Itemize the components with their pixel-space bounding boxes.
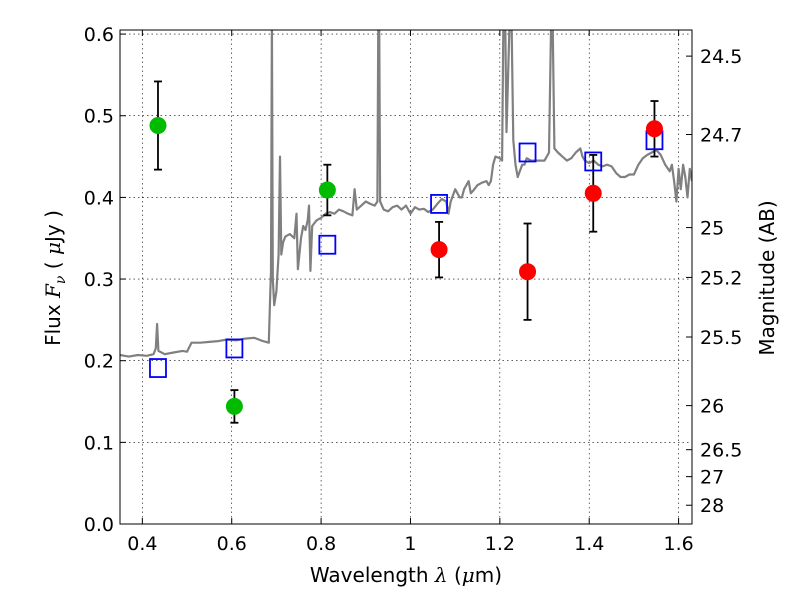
magnitude-tick-label: 24.7 xyxy=(700,125,742,147)
y-axis-label-prefix: Flux xyxy=(41,298,65,346)
x-tick-label: 0.6 xyxy=(217,533,247,555)
magnitude-tick-label: 25 xyxy=(700,218,724,240)
magnitude-tick-label: 26.5 xyxy=(700,440,742,462)
x-tick-label: 1.4 xyxy=(574,533,604,555)
model-square-marker xyxy=(318,234,337,255)
x-axis-label-unit-mu: μ xyxy=(462,563,475,587)
y-axis-label-unit-mu: μ xyxy=(41,242,65,255)
x-axis-label-suffix: ( xyxy=(448,563,462,587)
x-axis-label-symbol: λ xyxy=(434,563,448,587)
magnitude-tick-label: 24.5 xyxy=(700,46,742,68)
grid-lines xyxy=(120,30,692,524)
x-axis-label-unit-tail: m) xyxy=(475,563,502,587)
magnitude-tick-label: 26 xyxy=(700,396,724,418)
data-point xyxy=(149,117,167,135)
axis-ticks: 0.4 0.6 0.8 1 1.2 1.4 1.6 0.0 0.1 0.2 0.3 0.4 0.5 0.6… xyxy=(84,24,743,555)
x-axis-label-prefix: Wavelength xyxy=(310,563,435,587)
spectrum-line xyxy=(120,30,692,358)
spectrum-series xyxy=(120,30,692,358)
model-square-marker xyxy=(430,194,448,214)
magnitude-tick-label: 27 xyxy=(700,467,724,489)
x-axis-label: Wavelength λ (μm) xyxy=(310,563,502,587)
x-tick-label: 0.8 xyxy=(306,533,336,555)
magnitude-tick-label: 28 xyxy=(700,495,724,517)
model-square-marker xyxy=(584,151,603,172)
data-point xyxy=(430,241,448,259)
y-tick-label: 0.0 xyxy=(84,514,114,536)
data-point xyxy=(584,184,602,202)
y-tick-label: 0.1 xyxy=(84,432,114,454)
square-marker-group xyxy=(149,130,664,378)
x-tick-label: 1.2 xyxy=(485,533,515,555)
y-axis-label-unit-tail: Jy ) xyxy=(41,210,65,244)
y-tick-label: 0.5 xyxy=(84,106,114,128)
data-point xyxy=(519,263,537,281)
y-axis-label-mid: ( xyxy=(41,255,65,276)
data-point xyxy=(318,181,336,199)
secondary-y-axis-label: Magnitude (AB) xyxy=(755,200,779,355)
x-tick-label: 1 xyxy=(404,533,416,555)
x-tick-label: 1.6 xyxy=(663,533,693,555)
y-tick-label: 0.2 xyxy=(84,351,114,373)
plot-frame xyxy=(119,29,693,525)
y-tick-label: 0.3 xyxy=(84,269,114,291)
data-point xyxy=(645,120,663,138)
model-square-marker xyxy=(518,142,537,163)
magnitude-tick-label: 25.2 xyxy=(700,267,742,289)
dot-marker-group xyxy=(149,117,663,415)
magnitude-tick-label: 25.5 xyxy=(700,327,742,349)
x-tick-label: 0.4 xyxy=(127,533,157,555)
model-square-marker xyxy=(225,338,244,359)
data-point xyxy=(225,397,243,415)
y-axis-label: Flux Fν ( μJy ) xyxy=(41,210,69,346)
y-axis-label-symbol: F xyxy=(41,283,65,299)
y-tick-label: 0.4 xyxy=(84,187,114,209)
y-axis-label-subscript: ν xyxy=(53,275,69,284)
y-tick-label: 0.6 xyxy=(84,24,114,46)
errorbar-group xyxy=(153,80,659,424)
model-square-marker xyxy=(149,358,167,378)
